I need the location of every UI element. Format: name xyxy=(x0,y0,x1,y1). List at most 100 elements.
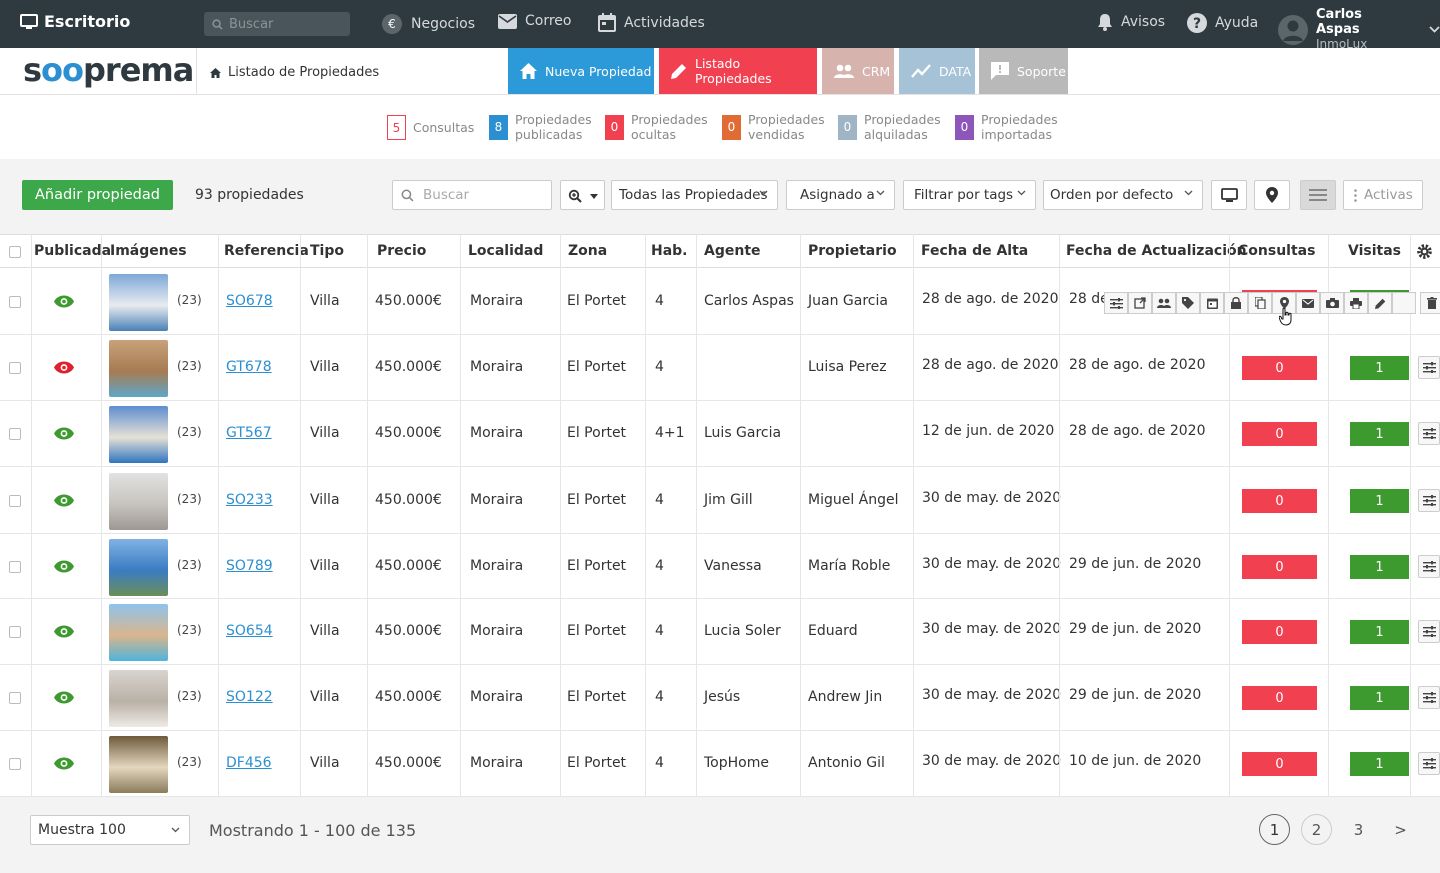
tab-crm[interactable]: CRM xyxy=(822,48,894,94)
table-row[interactable]: (23) GT678 Villa 450.000€ Moraira El Portet 4 L… xyxy=(0,335,1440,401)
nav-correo[interactable]: Correo xyxy=(498,13,571,29)
row-checkbox[interactable] xyxy=(9,561,21,573)
consultas-badge[interactable]: 0 xyxy=(1242,752,1317,776)
visitas-badge[interactable]: 1 xyxy=(1350,686,1409,710)
property-search-input[interactable]: Buscar xyxy=(392,180,552,210)
property-thumbnail[interactable] xyxy=(109,670,168,727)
table-row[interactable]: (23) SO789 Villa 450.000€ Moraira El Portet 4 V… xyxy=(0,534,1440,599)
visitas-badge[interactable]: 1 xyxy=(1350,752,1409,776)
consultas-badge[interactable]: 0 xyxy=(1242,686,1317,710)
lock-button[interactable] xyxy=(1224,292,1248,314)
row-actions-button[interactable] xyxy=(1418,555,1440,578)
order-select[interactable]: Orden por defecto xyxy=(1043,180,1203,210)
active-filter-select[interactable]: Activas xyxy=(1343,180,1423,210)
stat-alquiladas[interactable]: 0 Propiedades alquiladas xyxy=(838,112,941,142)
row-actions-button[interactable] xyxy=(1418,422,1440,445)
visitas-badge[interactable]: 1 xyxy=(1350,356,1409,380)
stat-consultas[interactable]: 5 Consultas xyxy=(387,115,474,140)
reference-link[interactable]: DF456 xyxy=(226,755,272,771)
top-search-input[interactable]: Buscar xyxy=(204,12,350,36)
row-checkbox[interactable] xyxy=(9,495,21,507)
desktop-link[interactable]: Escritorio xyxy=(20,12,130,31)
consultas-badge[interactable]: 0 xyxy=(1242,356,1317,380)
add-property-button[interactable]: Añadir propiedad xyxy=(22,180,173,210)
user-menu[interactable]: Carlos Aspas InmoLux xyxy=(1278,7,1440,52)
gear-icon[interactable] xyxy=(1416,243,1433,260)
published-eye-icon[interactable] xyxy=(54,691,74,704)
row-checkbox[interactable] xyxy=(9,362,21,374)
property-thumbnail[interactable] xyxy=(109,604,168,661)
tab-soporte[interactable]: Soporte xyxy=(979,48,1068,94)
published-eye-icon[interactable] xyxy=(54,625,74,638)
print-button[interactable] xyxy=(1344,292,1368,314)
consultas-badge[interactable]: 0 xyxy=(1242,422,1317,446)
row-checkbox[interactable] xyxy=(9,758,21,770)
consultas-badge[interactable]: 0 xyxy=(1242,620,1317,644)
stat-publicadas[interactable]: 8 Propiedades publicadas xyxy=(489,112,592,142)
row-checkbox[interactable] xyxy=(9,692,21,704)
tab-nueva-propiedad[interactable]: Nueva Propiedad xyxy=(508,48,654,94)
published-eye-icon[interactable] xyxy=(54,295,74,308)
column-header[interactable]: Zona xyxy=(568,243,608,259)
property-thumbnail[interactable] xyxy=(109,340,168,397)
page-button[interactable]: 3 xyxy=(1353,820,1364,839)
property-filter-select[interactable]: Todas las Propiedades xyxy=(611,180,778,210)
stat-importadas[interactable]: 0 Propiedades importadas xyxy=(955,112,1058,142)
column-header[interactable]: Visitas xyxy=(1348,243,1401,259)
reference-link[interactable]: GT678 xyxy=(226,359,272,375)
property-thumbnail[interactable] xyxy=(109,406,168,463)
table-row[interactable]: (23) SO654 Villa 450.000€ Moraira El Portet 4 L… xyxy=(0,599,1440,665)
select-all-checkbox[interactable] xyxy=(9,246,21,258)
assigned-select[interactable]: Asignado a xyxy=(786,180,895,210)
page-button[interactable]: 2 xyxy=(1301,814,1332,845)
nav-ayuda[interactable]: ? Ayuda xyxy=(1187,13,1258,33)
column-header[interactable]: Localidad xyxy=(468,243,544,259)
row-actions-button[interactable] xyxy=(1418,752,1440,775)
row-checkbox[interactable] xyxy=(9,626,21,638)
column-header[interactable]: Precio xyxy=(377,243,427,259)
delete-button[interactable] xyxy=(1420,292,1440,314)
published-eye-icon[interactable] xyxy=(54,427,74,440)
stat-vendidas[interactable]: 0 Propiedades vendidas xyxy=(722,112,825,142)
page-button-current[interactable]: 1 xyxy=(1259,814,1290,845)
consultas-badge[interactable]: 0 xyxy=(1242,555,1317,579)
nav-actividades[interactable]: Actividades xyxy=(598,13,705,32)
view-list-button[interactable] xyxy=(1300,180,1336,210)
column-header[interactable]: Fecha de Actualización xyxy=(1066,243,1247,259)
open-external-button[interactable] xyxy=(1128,292,1152,314)
table-row[interactable]: (23) SO678 Villa 450.000€ Moraira El Portet 4 C… xyxy=(0,268,1440,335)
column-header[interactable]: Tipo xyxy=(310,243,344,259)
visitas-badge[interactable]: 1 xyxy=(1350,555,1409,579)
table-row[interactable]: (23) GT567 Villa 450.000€ Moraira El Portet 4+… xyxy=(0,401,1440,467)
nav-negocios[interactable]: € Negocios xyxy=(381,13,475,35)
schedule-button[interactable] xyxy=(1200,292,1224,314)
consultas-badge[interactable]: 0 xyxy=(1242,489,1317,513)
per-page-select[interactable]: Muestra 100 xyxy=(30,815,190,845)
column-header[interactable]: Fecha de Alta xyxy=(921,243,1029,259)
row-settings-button[interactable] xyxy=(1104,292,1128,314)
column-header[interactable]: Referencia xyxy=(224,243,309,259)
published-eye-icon[interactable] xyxy=(54,361,74,374)
reference-link[interactable]: GT567 xyxy=(226,425,272,441)
reference-link[interactable]: SO678 xyxy=(226,293,273,309)
view-map-button[interactable] xyxy=(1254,180,1290,210)
table-row[interactable]: (23) DF456 Villa 450.000€ Moraira El Portet 4 T… xyxy=(0,731,1440,797)
edit-button[interactable] xyxy=(1368,292,1392,314)
column-header[interactable]: Consultas xyxy=(1238,243,1316,259)
reference-link[interactable]: SO122 xyxy=(226,689,273,705)
reference-link[interactable]: SO233 xyxy=(226,492,273,508)
table-row[interactable]: (23) SO233 Villa 450.000€ Moraira El Portet 4 J… xyxy=(0,467,1440,534)
photos-button[interactable] xyxy=(1320,292,1344,314)
stat-ocultas[interactable]: 0 Propiedades ocultas xyxy=(605,112,708,142)
visitas-badge[interactable]: 1 xyxy=(1350,422,1409,446)
next-page-button[interactable]: > xyxy=(1394,820,1407,839)
logo[interactable]: sooprema xyxy=(23,51,194,89)
row-actions-button[interactable] xyxy=(1418,620,1440,643)
tab-data[interactable]: DATA xyxy=(899,48,975,94)
published-eye-icon[interactable] xyxy=(54,560,74,573)
column-header[interactable]: Hab. xyxy=(651,243,688,259)
column-header[interactable]: Publicada xyxy=(34,243,112,259)
row-actions-button[interactable] xyxy=(1418,489,1440,512)
published-eye-icon[interactable] xyxy=(54,494,74,507)
advanced-search-button[interactable] xyxy=(560,180,605,210)
